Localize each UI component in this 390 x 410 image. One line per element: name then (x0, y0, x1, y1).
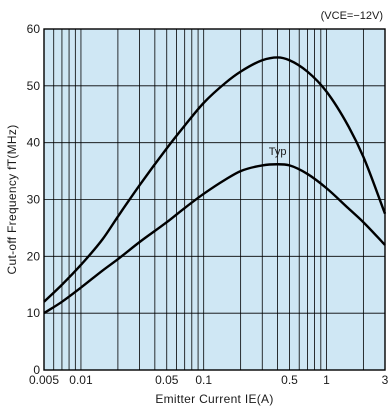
y-tick-label: 20 (27, 249, 41, 263)
y-tick-labels: 0 10 20 30 40 50 60 (27, 22, 41, 377)
x-axis-title: Emitter Current IE(A) (155, 392, 273, 406)
series-line-2 (43, 163, 386, 315)
x-tick-label: 0.5 (281, 373, 298, 387)
y-axis-title: Cut-off Frequency fT(MHz) (5, 125, 19, 275)
series-line-1 (43, 56, 387, 303)
condition-label: (VCE=−12V) (321, 10, 383, 22)
x-tick-label: 0.005 (29, 373, 59, 387)
y-tick-label: 10 (27, 306, 41, 320)
x-tick-label: 3 (382, 373, 389, 387)
annotations: Typ (269, 146, 287, 158)
x-tick-label: 0.05 (155, 373, 179, 387)
y-tick-label: 30 (27, 193, 41, 207)
x-tick-labels: 0.005 0.01 0.05 0.1 0.5 1 3 (29, 373, 389, 387)
plot-frame (43, 28, 386, 371)
series-lines (43, 56, 387, 315)
y-tick-label: 50 (27, 79, 41, 93)
y-tick-label: 0 (33, 363, 40, 377)
x-tick-label: 0.1 (195, 373, 212, 387)
y-tick-label: 60 (27, 22, 41, 36)
grid-lines (43, 29, 386, 370)
x-tick-label: 1 (323, 373, 330, 387)
x-tick-label: 0.01 (69, 373, 93, 387)
y-tick-label: 40 (27, 136, 41, 150)
annotation-typ: Typ (269, 146, 287, 158)
